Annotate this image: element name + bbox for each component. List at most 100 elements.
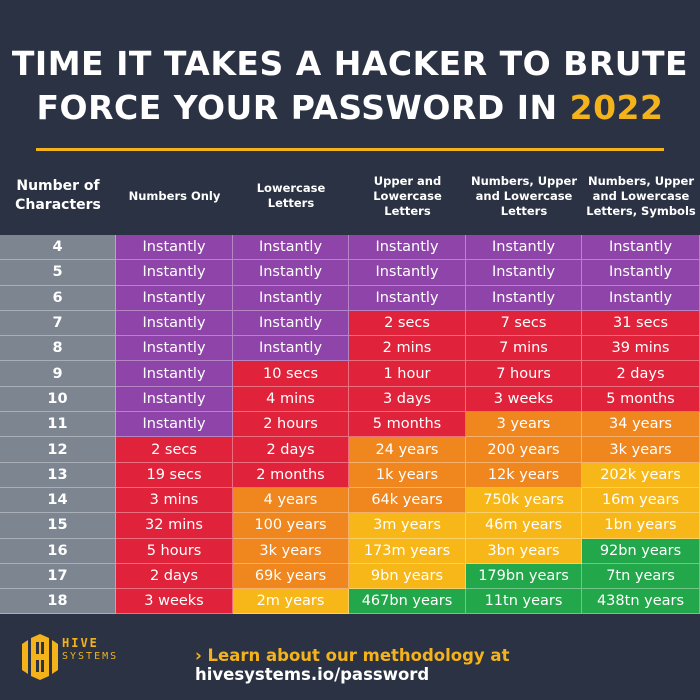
table-cell: Instantly bbox=[466, 285, 582, 311]
table-cell: 5 months bbox=[582, 386, 700, 413]
table-cell: 173m years bbox=[349, 538, 466, 564]
table-cell: Instantly bbox=[233, 285, 349, 311]
table-cell: 3k years bbox=[233, 538, 349, 564]
table-cell: 1 hour bbox=[349, 361, 466, 387]
table-cell: 2 hours bbox=[233, 412, 349, 438]
table-cell: Instantly bbox=[116, 361, 233, 387]
table-cell: Instantly bbox=[349, 260, 466, 286]
table-cell: 3k years bbox=[582, 437, 700, 463]
table-cell: 3 weeks bbox=[466, 386, 582, 413]
header-characters: Number of Characters bbox=[15, 178, 101, 213]
table-cell: Instantly bbox=[582, 285, 700, 311]
table-cell: 34 years bbox=[582, 412, 700, 438]
table-cell: 7 hours bbox=[466, 361, 582, 387]
table-cell: 64k years bbox=[349, 487, 466, 514]
row-characters: 4 bbox=[0, 235, 116, 261]
table-cell: 3 weeks bbox=[116, 589, 233, 615]
logo-line-2: SYSTEMS bbox=[62, 651, 119, 662]
table-cell: 5 hours bbox=[116, 538, 233, 564]
table-cell: 4 mins bbox=[233, 386, 349, 413]
table-cell: 31 secs bbox=[582, 310, 700, 337]
header-numbers-only: Numbers Only bbox=[128, 188, 221, 203]
table-cell: 69k years bbox=[233, 563, 349, 590]
row-characters: 7 bbox=[0, 310, 116, 337]
title-line-1: TIME IT TAKES A HACKER TO BRUTE bbox=[11, 44, 689, 83]
link-prefix: › Learn about our methodology at bbox=[195, 646, 510, 665]
table-cell: 202k years bbox=[582, 462, 700, 488]
table-cell: 46m years bbox=[466, 513, 582, 539]
table-cell: Instantly bbox=[349, 235, 466, 261]
table-cell: 32 mins bbox=[116, 513, 233, 539]
table-cell: 2 days bbox=[582, 361, 700, 387]
table-cell: 200 years bbox=[466, 437, 582, 463]
table-cell: 5 months bbox=[349, 412, 466, 438]
title-year: 2022 bbox=[569, 88, 664, 127]
footer: HIVE SYSTEMS › Learn about our methodolo… bbox=[0, 620, 700, 700]
table-cell: Instantly bbox=[116, 285, 233, 311]
row-characters: 6 bbox=[0, 285, 116, 311]
table-cell: Instantly bbox=[582, 260, 700, 286]
table-cell: Instantly bbox=[582, 235, 700, 261]
row-characters: 5 bbox=[0, 260, 116, 286]
password-table: 4 Instantly Instantly Instantly Instantly Ins… bbox=[0, 235, 700, 615]
table-cell: 750k years bbox=[466, 487, 582, 514]
table-cell: 7 secs bbox=[466, 310, 582, 337]
table-cell: Instantly bbox=[466, 235, 582, 261]
table-cell: Instantly bbox=[233, 235, 349, 261]
title-underline bbox=[36, 148, 664, 151]
table-cell: 3 years bbox=[466, 412, 582, 438]
row-characters: 8 bbox=[0, 336, 116, 362]
link-url[interactable]: hivesystems.io/password bbox=[195, 665, 430, 684]
table-cell: 7 mins bbox=[466, 336, 582, 362]
table-cell: 19 secs bbox=[116, 462, 233, 488]
table-cell: 467bn years bbox=[349, 589, 466, 615]
table-cell: 3 days bbox=[349, 386, 466, 413]
title-line-2-text: FORCE YOUR PASSWORD IN bbox=[36, 88, 570, 127]
table-cell: 9bn years bbox=[349, 563, 466, 590]
table-cell: Instantly bbox=[466, 260, 582, 286]
table-cell: 438tn years bbox=[582, 589, 700, 615]
header-upper-lower: Upper and Lowercase Letters bbox=[373, 173, 442, 218]
methodology-link[interactable]: › Learn about our methodology at hivesys… bbox=[195, 646, 700, 684]
table-cell: Instantly bbox=[233, 336, 349, 362]
table-cell: Instantly bbox=[116, 310, 233, 337]
table-cell: Instantly bbox=[116, 412, 233, 438]
header-all-symbols: Numbers, Upper and Lowercase Letters, Sy… bbox=[586, 173, 696, 218]
table-cell: Instantly bbox=[116, 336, 233, 362]
table-cell: 11tn years bbox=[466, 589, 582, 615]
table-cell: Instantly bbox=[116, 235, 233, 261]
table-cell: 16m years bbox=[582, 487, 700, 514]
table-cell: Instantly bbox=[116, 260, 233, 286]
header-numbers-upper-lower: Numbers, Upper and Lowercase Letters bbox=[471, 173, 577, 218]
table-cell: 12k years bbox=[466, 462, 582, 488]
table-cell: Instantly bbox=[233, 310, 349, 337]
table-cell: Instantly bbox=[116, 386, 233, 413]
row-characters: 16 bbox=[0, 538, 116, 564]
table-cell: 24 years bbox=[349, 437, 466, 463]
row-characters: 15 bbox=[0, 513, 116, 539]
hive-logo-icon bbox=[22, 634, 58, 680]
header-lowercase: Lowercase Letters bbox=[256, 181, 326, 210]
table-cell: 3 mins bbox=[116, 487, 233, 514]
row-characters: 12 bbox=[0, 437, 116, 463]
title-line-2: FORCE YOUR PASSWORD IN 2022 bbox=[0, 86, 700, 130]
table-cell: 100 years bbox=[233, 513, 349, 539]
table-cell: 3bn years bbox=[466, 538, 582, 564]
row-characters: 14 bbox=[0, 487, 116, 514]
table-cell: 2 mins bbox=[349, 336, 466, 362]
row-characters: 10 bbox=[0, 386, 116, 413]
table-cell: Instantly bbox=[349, 285, 466, 311]
table-cell: 10 secs bbox=[233, 361, 349, 387]
table-cell: 2 secs bbox=[116, 437, 233, 463]
row-characters: 11 bbox=[0, 412, 116, 438]
table-cell: 3m years bbox=[349, 513, 466, 539]
table-cell: 2 secs bbox=[349, 310, 466, 337]
logo-text: HIVE SYSTEMS bbox=[62, 637, 118, 663]
table-cell: 179bn years bbox=[466, 563, 582, 590]
logo-line-1: HIVE bbox=[62, 636, 99, 650]
table-cell: 4 years bbox=[233, 487, 349, 514]
table-cell: 92bn years bbox=[582, 538, 700, 564]
table-cell: 2m years bbox=[233, 589, 349, 615]
table-cell: 1k years bbox=[349, 462, 466, 488]
table-cell: 2 days bbox=[116, 563, 233, 590]
